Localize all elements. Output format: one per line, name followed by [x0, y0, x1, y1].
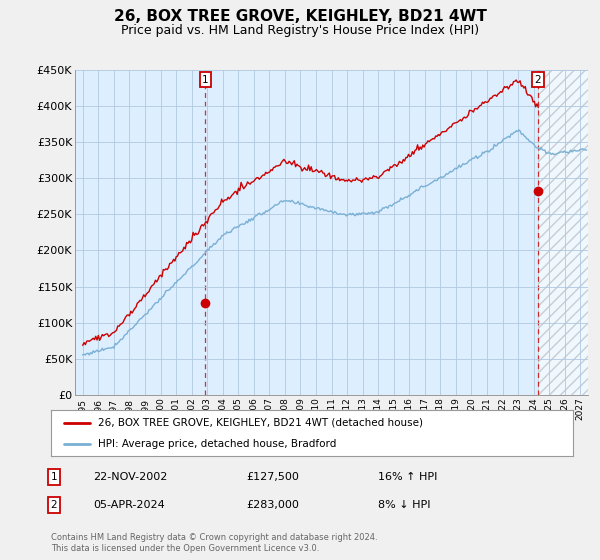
Text: Contains HM Land Registry data © Crown copyright and database right 2024.
This d: Contains HM Land Registry data © Crown c… [51, 533, 377, 553]
Text: 22-NOV-2002: 22-NOV-2002 [93, 472, 167, 482]
Text: 2: 2 [50, 500, 58, 510]
Text: 1: 1 [202, 75, 209, 85]
Text: HPI: Average price, detached house, Bradford: HPI: Average price, detached house, Brad… [98, 439, 337, 449]
Text: £127,500: £127,500 [246, 472, 299, 482]
Text: 26, BOX TREE GROVE, KEIGHLEY, BD21 4WT (detached house): 26, BOX TREE GROVE, KEIGHLEY, BD21 4WT (… [98, 418, 423, 428]
Text: 26, BOX TREE GROVE, KEIGHLEY, BD21 4WT: 26, BOX TREE GROVE, KEIGHLEY, BD21 4WT [113, 9, 487, 24]
Text: £283,000: £283,000 [246, 500, 299, 510]
Text: 16% ↑ HPI: 16% ↑ HPI [378, 472, 437, 482]
Text: 05-APR-2024: 05-APR-2024 [93, 500, 165, 510]
Text: 8% ↓ HPI: 8% ↓ HPI [378, 500, 431, 510]
Text: Price paid vs. HM Land Registry's House Price Index (HPI): Price paid vs. HM Land Registry's House … [121, 24, 479, 36]
Bar [538, 70, 588, 395]
Text: 2: 2 [535, 75, 541, 85]
Text: 1: 1 [50, 472, 58, 482]
